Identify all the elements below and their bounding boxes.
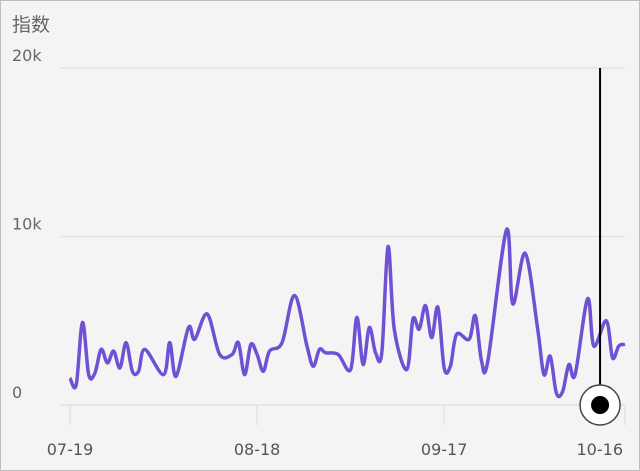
x-tick-label: 09-17 bbox=[421, 440, 468, 459]
x-tick-label: 10-16 bbox=[577, 440, 624, 459]
y-tick-label: 20k bbox=[12, 46, 42, 65]
cursor-dot bbox=[591, 396, 610, 414]
x-tick-label: 08-18 bbox=[234, 440, 281, 459]
series-line bbox=[68, 227, 626, 399]
y-tick-label: 10k bbox=[12, 215, 42, 234]
y-tick-label: 0 bbox=[12, 383, 22, 402]
chart-title: 指数 bbox=[12, 14, 51, 36]
x-tick-label: 07-19 bbox=[47, 440, 94, 459]
